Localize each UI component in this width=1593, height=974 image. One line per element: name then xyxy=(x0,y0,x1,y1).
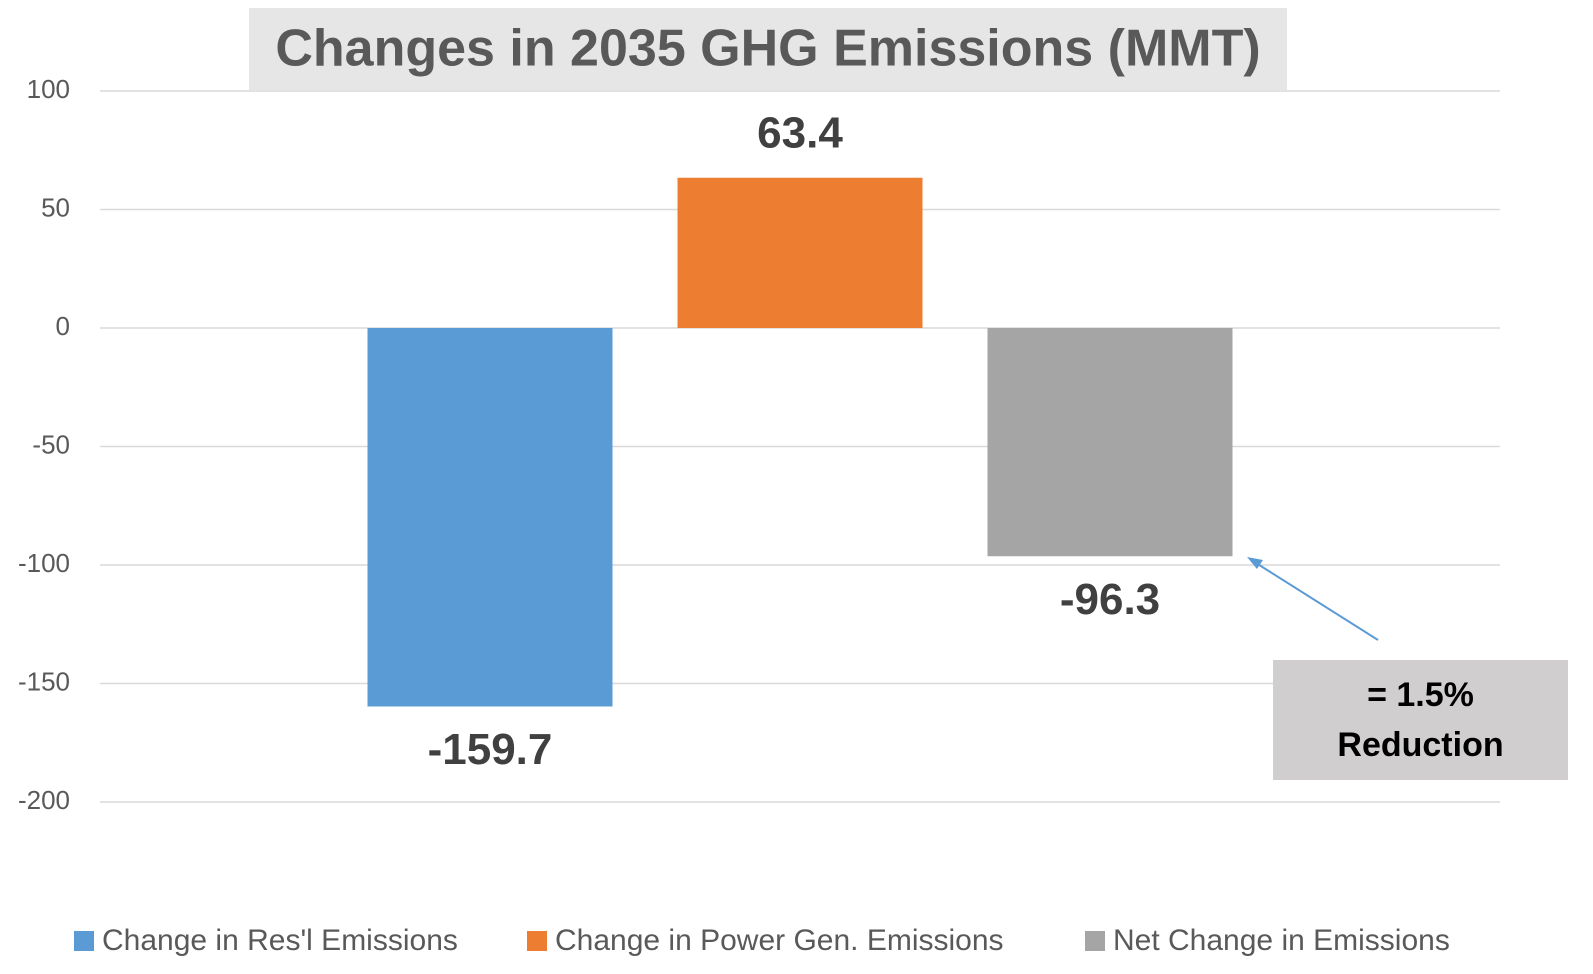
legend-label: Net Change in Emissions xyxy=(1113,924,1450,957)
data-label: 63.4 xyxy=(757,108,843,157)
legend-swatch xyxy=(527,931,547,951)
y-tick-label: -150 xyxy=(18,666,70,696)
legend-label: Change in Res'l Emissions xyxy=(102,924,458,957)
bar xyxy=(677,177,923,328)
bar xyxy=(987,328,1233,557)
arrow-head xyxy=(1247,557,1263,569)
y-tick-label: -100 xyxy=(18,548,70,578)
legend-label: Change in Power Gen. Emissions xyxy=(555,924,1004,957)
y-tick-label: 100 xyxy=(27,74,70,104)
chart-title: Changes in 2035 GHG Emissions (MMT) xyxy=(275,20,1260,78)
data-label: -159.7 xyxy=(428,725,553,774)
y-tick-label: 0 xyxy=(56,311,70,341)
title-box xyxy=(249,8,1287,90)
data-label: -96.3 xyxy=(1060,575,1160,624)
y-tick-label: -200 xyxy=(18,785,70,815)
y-tick-label: 50 xyxy=(41,192,70,222)
bar xyxy=(367,328,613,707)
arrow xyxy=(1255,562,1379,641)
legend-swatch xyxy=(1085,931,1105,951)
legend-swatch xyxy=(74,931,94,951)
y-tick-label: -50 xyxy=(32,429,70,459)
annotation: = 1.5% Reduction xyxy=(1273,660,1568,780)
